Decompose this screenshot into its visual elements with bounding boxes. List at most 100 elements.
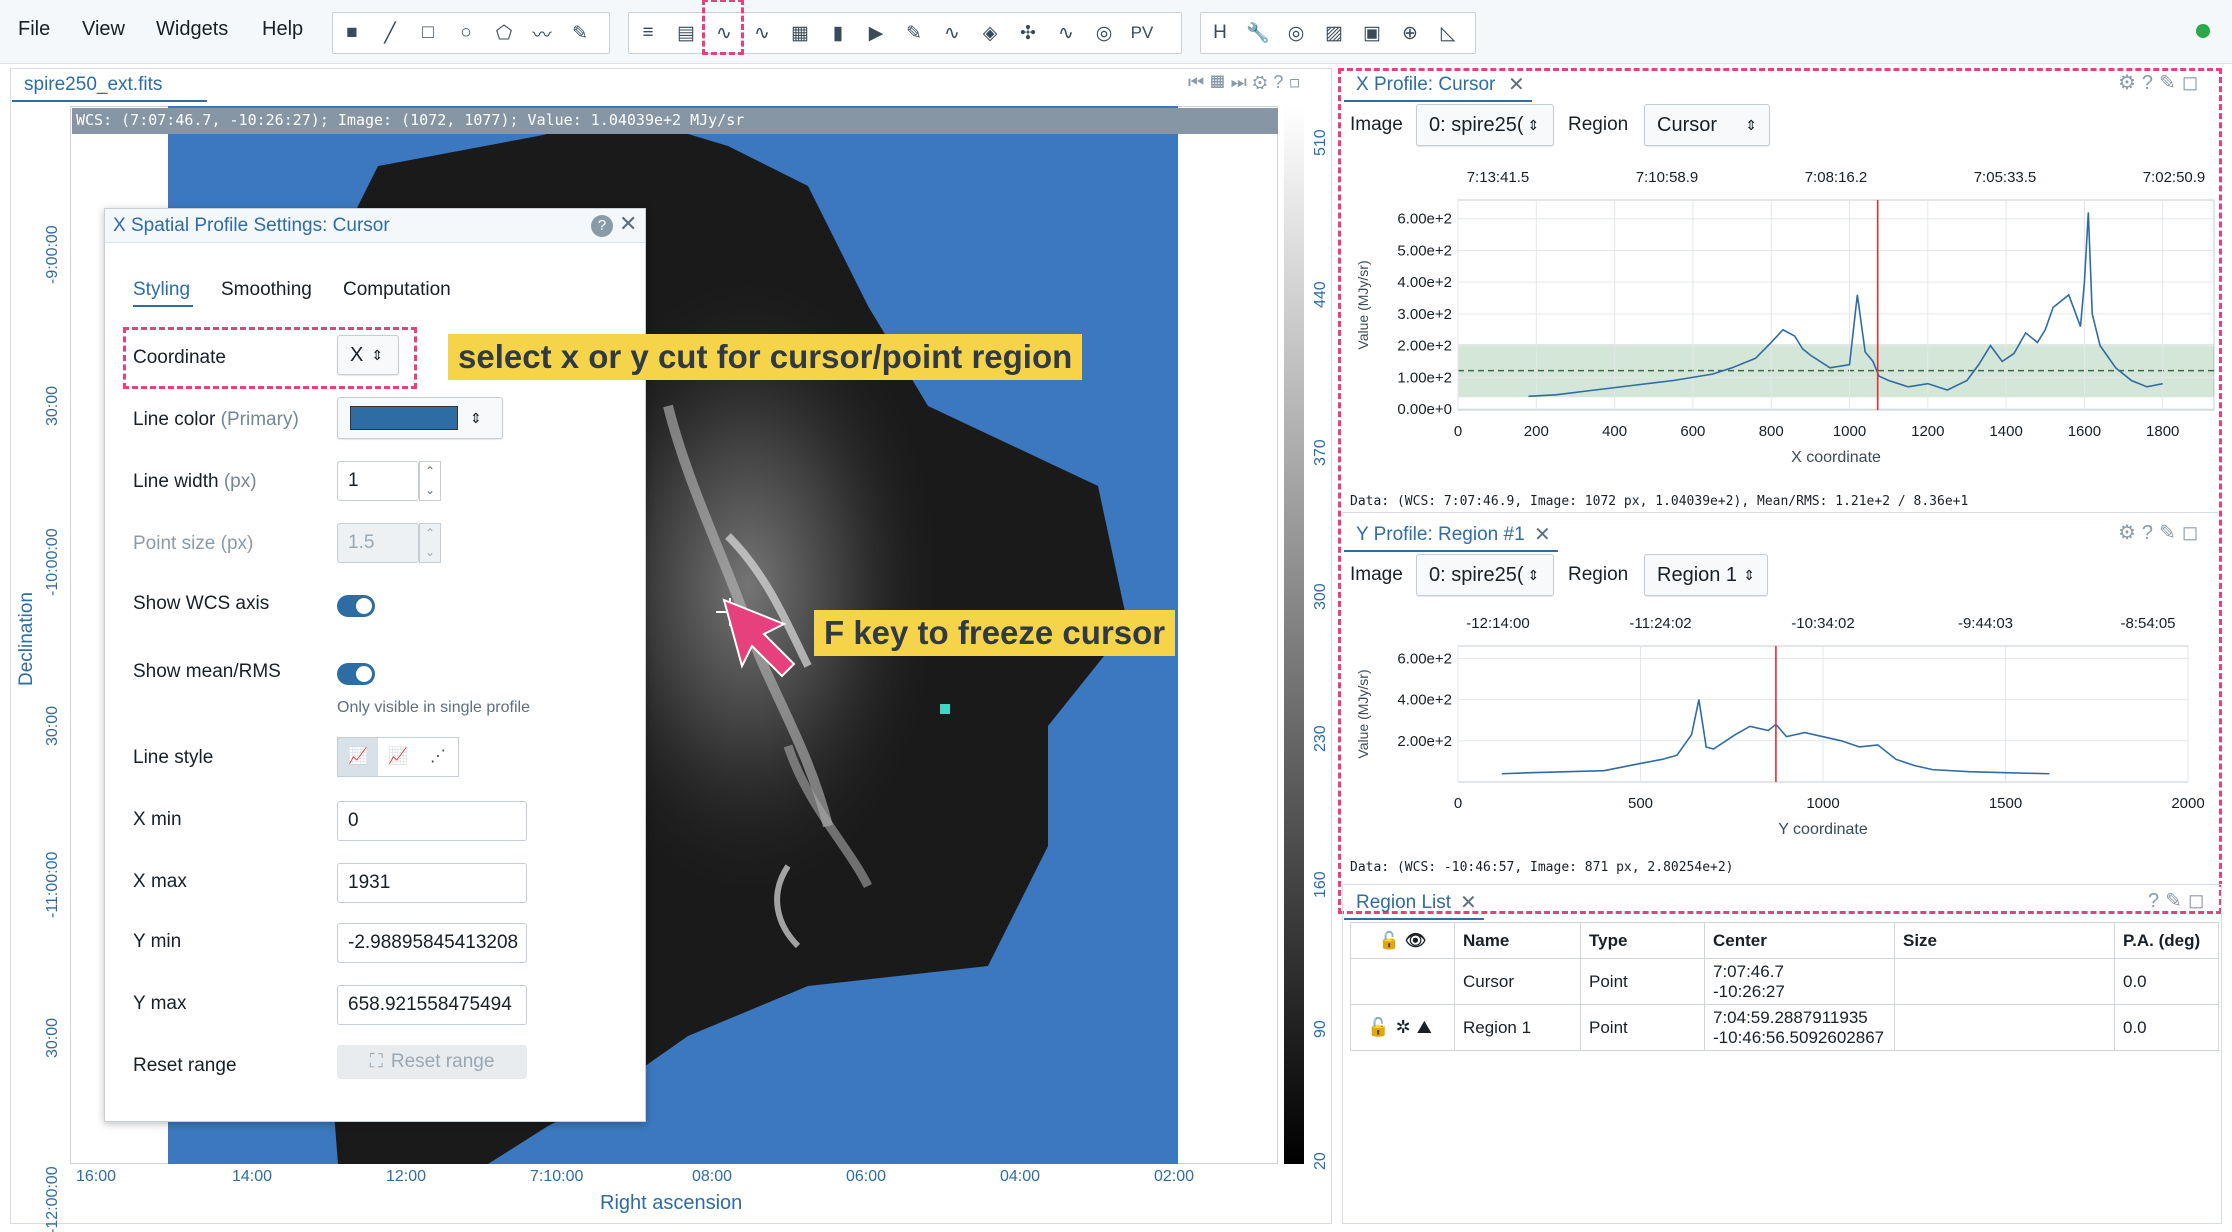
xprofile-image-select[interactable]: 0: spire25(⇕: [1416, 104, 1554, 146]
xprofile-tab[interactable]: X Profile: Cursor: [1356, 74, 1496, 95]
profile-series: [1501, 699, 2050, 775]
yprofile-image-label: Image: [1350, 564, 1403, 585]
spatial-profiler-icon[interactable]: ∿: [702, 0, 744, 55]
line-icon[interactable]: ╱: [384, 22, 396, 44]
y-tick-label: 6.00e+2: [1397, 650, 1452, 667]
image-view-tab[interactable]: spire250_ext.fits: [24, 74, 163, 95]
xmax-input[interactable]: 1931: [337, 863, 527, 903]
ymax-input[interactable]: 658.921558475494: [337, 985, 527, 1025]
reset-range-button[interactable]: ⛶ Reset range: [337, 1045, 527, 1079]
region-list-tab[interactable]: Region List: [1356, 892, 1452, 913]
xprofile-image-label: Image: [1350, 114, 1403, 135]
yprofile-tab[interactable]: Y Profile: Region #1: [1356, 524, 1525, 545]
line-style-group: 📈 📈 ⋰: [337, 737, 459, 777]
statistics-icon[interactable]: ▦: [791, 22, 809, 44]
menu-widgets[interactable]: Widgets: [156, 18, 229, 40]
wcs-tick-label: -8:54:05: [2120, 615, 2175, 632]
image-view-controls[interactable]: ⏮▦⏭⚙?◻: [1188, 72, 1306, 92]
ymin-label: Y min: [133, 931, 182, 952]
stokes-icon[interactable]: ∿: [944, 22, 960, 44]
lock-icon[interactable]: 🔓: [1367, 1017, 1396, 1037]
tab-styling[interactable]: Styling: [133, 279, 191, 300]
region-toolbar: ■ ╱ □ ○ ⬠ 〰 ✎: [332, 12, 610, 54]
channel-map-icon[interactable]: ⊕: [1402, 22, 1418, 44]
top-bar: File View Widgets Help ■ ╱ □ ○ ⬠ 〰 ✎ ≡ ▤…: [0, 0, 2232, 64]
show-mean-hint: Only visible in single profile: [337, 699, 530, 716]
xprofile-region-select[interactable]: Cursor ⇕: [1644, 104, 1770, 146]
line-style-steps-icon[interactable]: 📈: [338, 738, 378, 776]
yprofile-chart[interactable]: 6.00e+2 4.00e+2 2.00e+2 0 500 1000 1500 2000 -12…: [1350, 608, 2220, 870]
menu-view[interactable]: View: [82, 18, 125, 40]
annotation-freeze: F key to freeze cursor: [814, 610, 1176, 656]
line-style-points-icon[interactable]: ⋰: [430, 748, 446, 765]
hips-icon[interactable]: H: [1213, 22, 1227, 43]
annotation-icon[interactable]: ✎: [572, 22, 588, 44]
help-icon[interactable]: ?: [591, 215, 613, 237]
polygon-icon[interactable]: ⬠: [495, 22, 513, 44]
image-fitting-icon[interactable]: ▣: [1363, 22, 1381, 44]
line-width-input[interactable]: 1: [337, 461, 419, 501]
wcs-tick-label: 7:10:58.9: [1636, 169, 1699, 186]
wcs-tick-label: -11:24:02: [1629, 615, 1691, 632]
yprofile-region-select[interactable]: Region 1 ⇕: [1644, 554, 1768, 596]
settings-header: [105, 209, 645, 243]
col-center: Center: [1704, 922, 1895, 959]
y-tick-label: 6.00e+2: [1397, 211, 1452, 228]
show-wcs-label: Show WCS axis: [133, 593, 270, 614]
xprofile-close-icon[interactable]: ✕: [1508, 74, 1525, 96]
lock-icon[interactable]: 🔓: [1378, 930, 1400, 950]
yprofile-panel-controls[interactable]: ⚙?✎◻: [2118, 522, 2205, 544]
coordinate-highlight: [123, 327, 417, 389]
region-list-controls[interactable]: ?✎◻: [2148, 890, 2211, 912]
point-size-label: Point size (px): [133, 533, 254, 554]
render-config-icon[interactable]: ✎: [906, 22, 922, 44]
coordinate-select[interactable]: X ⇕: [337, 335, 399, 375]
rectangle-icon[interactable]: □: [422, 22, 434, 43]
file-header-icon[interactable]: ▤: [677, 22, 695, 44]
show-wcs-toggle[interactable]: [337, 595, 375, 617]
line-color-picker[interactable]: ⇕: [337, 397, 503, 439]
line-color-label: Line color (Primary): [133, 409, 299, 430]
fitting-icon[interactable]: ◎: [1095, 22, 1113, 44]
menu-file[interactable]: File: [18, 18, 51, 40]
close-icon[interactable]: ✕: [619, 211, 638, 236]
line-width-stepper[interactable]: ⌃ ⌄: [419, 461, 441, 501]
x-tick-label: 1400: [1989, 423, 2022, 440]
show-mean-toggle[interactable]: [337, 663, 375, 685]
y-tick-label: 2.00e+2: [1397, 338, 1452, 355]
tab-smoothing[interactable]: Smoothing: [221, 279, 312, 300]
dec-axis: -9:00:00 30:00 -10:00:00 30:00 -11:00:00…: [44, 225, 61, 1232]
animator-icon[interactable]: ▶: [868, 22, 884, 44]
ellipse-icon[interactable]: ○: [460, 22, 472, 43]
distance-icon[interactable]: ◺: [1440, 22, 1456, 44]
tab-computation[interactable]: Computation: [343, 279, 451, 300]
vector-icon[interactable]: ▨: [1325, 22, 1343, 44]
wrench-icon[interactable]: 🔧: [1246, 23, 1270, 44]
xprofile-chart[interactable]: 6.00e+2 5.00e+2 4.00e+2 3.00e+2 2.00e+2 1.00e…: [1350, 160, 2220, 500]
line-style-line-icon[interactable]: 📈: [388, 748, 408, 765]
table-row[interactable]: 🔓✲⛰ Region 1 Point 7:04:59.2887911935 -10…: [1350, 1004, 2219, 1051]
polyline-icon[interactable]: 〰: [532, 24, 552, 46]
catalog-icon[interactable]: ✣: [1020, 22, 1036, 44]
xprofile-panel-controls[interactable]: ⚙?✎◻: [2118, 72, 2205, 94]
line-query-icon[interactable]: ∿: [1058, 22, 1074, 44]
region-list-close-icon[interactable]: ✕: [1460, 892, 1477, 914]
y-tick-label: 0.00e+0: [1397, 401, 1452, 418]
yprofile-close-icon[interactable]: ✕: [1534, 524, 1551, 546]
pointer-icon[interactable]: ■: [346, 22, 358, 43]
yprofile-image-select[interactable]: 0: spire25(⇕: [1416, 554, 1554, 596]
menu-help[interactable]: Help: [262, 18, 304, 40]
pv-generator-button[interactable]: PV: [1130, 23, 1154, 42]
xmin-input[interactable]: 0: [337, 801, 527, 841]
focus-icon[interactable]: ✲: [1395, 1017, 1417, 1037]
layers-icon[interactable]: ◈: [982, 22, 998, 44]
ymin-input[interactable]: -2.98895845413208: [337, 923, 527, 963]
wcs-tick-label: 7:13:41.5: [1467, 169, 1530, 186]
contour-icon[interactable]: ◎: [1287, 22, 1305, 44]
spectral-profiler-icon[interactable]: ∿: [754, 22, 770, 44]
eye-icon[interactable]: 👁: [1404, 930, 1427, 950]
histogram-icon[interactable]: ▮: [832, 22, 844, 44]
header-info-icon[interactable]: ≡: [642, 22, 654, 43]
table-row[interactable]: Cursor Point 7:07:46.7 -10:26:27 0.0: [1350, 958, 2219, 1005]
center-icon[interactable]: ⛰: [1416, 1017, 1438, 1037]
